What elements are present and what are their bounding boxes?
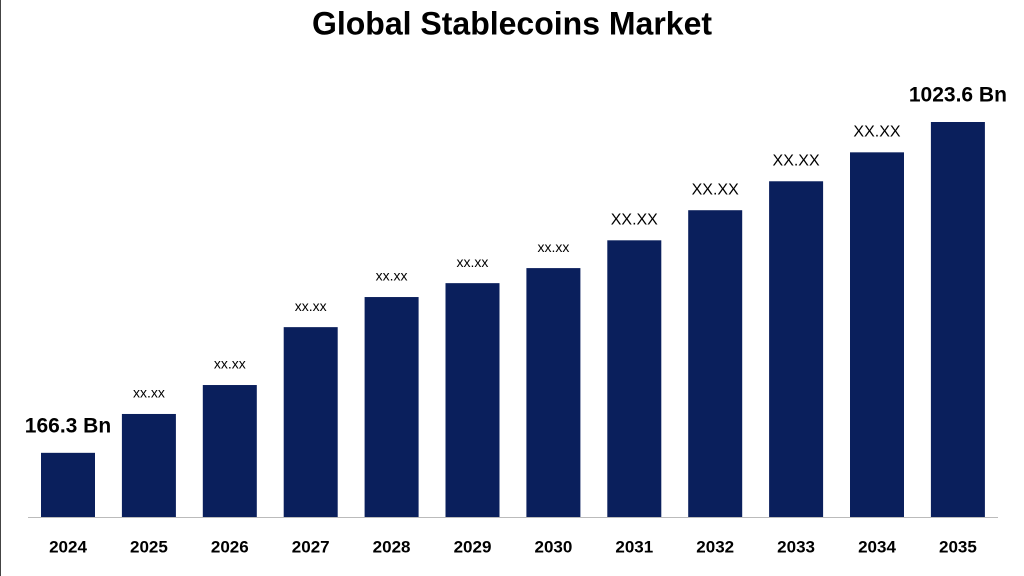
x-tick-label: 2024 [49, 537, 87, 556]
bar [202, 385, 257, 517]
value-label: XX.XX [853, 124, 900, 141]
value-label: XX.XX [692, 181, 739, 198]
bar [445, 283, 500, 517]
value-label: xx.xx [133, 385, 165, 401]
value-label: xx.xx [457, 254, 489, 270]
chart-title: Global Stablecoins Market [312, 5, 712, 41]
x-tick-label: 2032 [696, 537, 734, 556]
bar [688, 210, 743, 517]
bar [607, 240, 662, 518]
x-tick-label: 2031 [615, 537, 653, 556]
value-label: xx.xx [214, 356, 246, 372]
bar [121, 413, 176, 517]
value-label: xx.xx [537, 239, 569, 255]
x-tick-label: 2030 [534, 537, 572, 556]
x-tick-label: 2027 [292, 537, 330, 556]
value-label: xx.xx [376, 268, 408, 284]
x-tick-label: 2034 [858, 537, 896, 556]
bar [283, 327, 338, 517]
value-label: 1023.6 Bn [909, 84, 1007, 107]
bar [850, 152, 904, 517]
bar [526, 268, 581, 517]
x-tick-label: 2026 [211, 537, 249, 556]
bar [41, 452, 95, 517]
bar [769, 181, 824, 518]
x-tick-label: 2025 [130, 537, 168, 556]
x-tick-label: 2035 [939, 537, 977, 556]
x-tick-label: 2028 [373, 537, 411, 556]
x-tick-label: 2033 [777, 537, 815, 556]
x-tick-label: 2029 [454, 537, 492, 556]
value-label: 166.3 Bn [25, 414, 111, 437]
value-label: XX.XX [773, 152, 820, 169]
value-label: xx.xx [295, 298, 327, 314]
bar [364, 297, 419, 517]
value-label: XX.XX [611, 212, 658, 229]
bar [930, 122, 985, 517]
